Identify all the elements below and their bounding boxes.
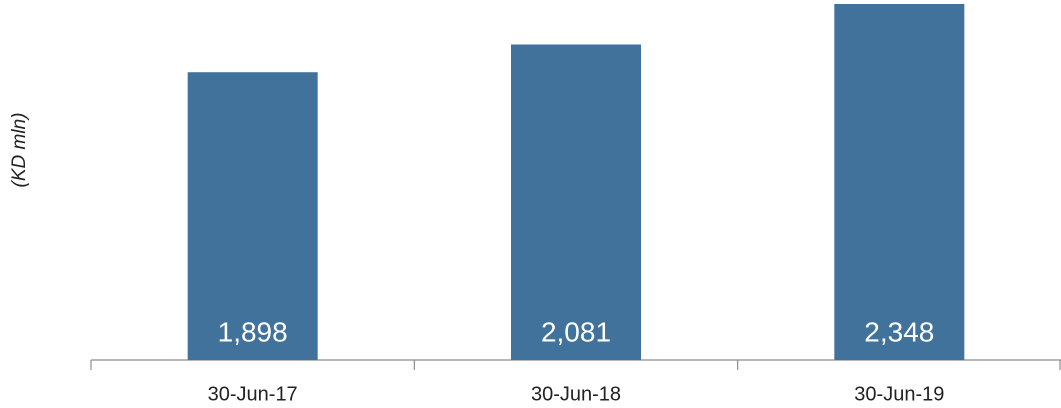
bar [511, 44, 641, 360]
value-label: 1,898 [218, 316, 288, 347]
y-axis-label: (KD mln) [9, 113, 30, 188]
x-tick-label: 30-Jun-17 [208, 383, 298, 405]
bar [187, 72, 318, 361]
bar [834, 4, 965, 360]
value-label: 2,348 [864, 316, 934, 347]
x-tick-label: 30-Jun-18 [531, 383, 621, 405]
x-tick-label: 30-Jun-19 [854, 383, 944, 405]
value-label: 2,081 [541, 316, 611, 347]
